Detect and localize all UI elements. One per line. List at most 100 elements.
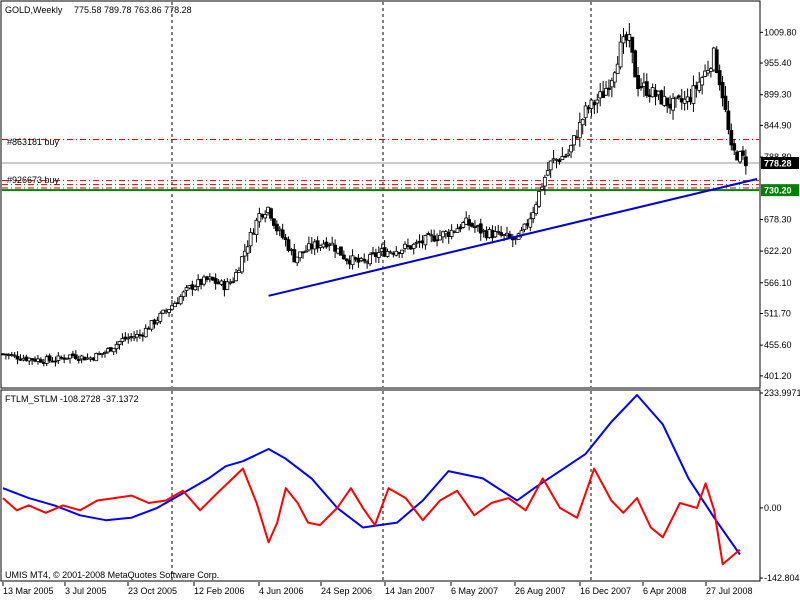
- candle-body: [592, 102, 597, 106]
- candle-body: [720, 81, 725, 99]
- candle-body: [73, 354, 78, 359]
- candle-body: [117, 341, 122, 345]
- candle-body: [618, 41, 623, 68]
- candle-body: [537, 191, 541, 207]
- x-tick-label: 12 Feb 2006: [194, 586, 245, 596]
- candle-body: [633, 50, 638, 78]
- candle-body: [272, 218, 276, 226]
- candle-body: [548, 160, 553, 171]
- candle-body: [167, 309, 171, 313]
- candle-body: [120, 338, 125, 342]
- candle-body: [478, 223, 483, 234]
- candle-body: [741, 150, 745, 156]
- candle-body: [414, 241, 419, 244]
- candle-body: [295, 256, 300, 264]
- candle-body: [248, 232, 253, 247]
- candle-body: [674, 96, 678, 100]
- y-tick-label: 844.90: [764, 120, 792, 130]
- candle-body: [609, 80, 614, 88]
- candle-body: [493, 231, 498, 238]
- order-label-1: #863181 buy: [7, 137, 60, 147]
- x-tick-label: 13 Mar 2005: [3, 586, 54, 596]
- candle-body: [280, 229, 285, 238]
- candle-body: [274, 223, 279, 232]
- candle-body: [263, 214, 268, 219]
- x-tick-label: 27 Jul 2008: [706, 586, 753, 596]
- trendline-group: [268, 178, 758, 297]
- candle-body: [496, 230, 501, 233]
- symbol-label: GOLD,Weekly: [5, 5, 63, 15]
- candle-body: [534, 204, 539, 215]
- candle-body: [717, 70, 722, 86]
- candle-body: [528, 218, 533, 228]
- candle-body: [636, 75, 640, 90]
- candle-body: [676, 95, 681, 98]
- candle-body: [440, 231, 445, 238]
- candle-body: [158, 312, 163, 322]
- candle-body: [178, 296, 183, 305]
- candle-body: [234, 272, 238, 282]
- candle-body: [350, 255, 355, 266]
- candle-body: [726, 110, 731, 130]
- candle-body: [572, 135, 576, 146]
- candle-body: [202, 276, 206, 285]
- candle-body: [53, 360, 58, 363]
- candle-body: [242, 250, 247, 257]
- candle-body: [671, 98, 675, 111]
- candle-body: [639, 86, 643, 89]
- y-tick-label: 566.10: [764, 278, 792, 288]
- x-tick-label: 23 Oct 2005: [128, 586, 177, 596]
- candle-body: [257, 213, 262, 223]
- y-tick-label: 1009.80: [764, 27, 797, 37]
- y-tick-label: 899.30: [764, 90, 792, 100]
- order-lines: [2, 138, 759, 192]
- candle-body: [286, 239, 291, 251]
- price-tag-label: 730.20: [764, 186, 792, 196]
- candle-body: [103, 351, 107, 354]
- trendline: [268, 178, 758, 297]
- candle-body: [540, 186, 544, 190]
- candle-body: [411, 243, 416, 249]
- y2-tick-label: 0.00: [764, 503, 782, 513]
- vertical-gridlines: [171, 2, 592, 580]
- candle-body: [743, 156, 748, 167]
- candle-body: [126, 337, 131, 340]
- candle-body: [76, 359, 81, 361]
- x-tick-label: 16 Dec 2007: [580, 586, 631, 596]
- ohlc-label: 775.58 789.78 763.86 778.28: [74, 5, 192, 15]
- candle-body: [545, 170, 550, 176]
- candle-body: [315, 240, 320, 249]
- candle-body: [426, 233, 431, 235]
- candle-body: [304, 250, 308, 253]
- candle-body: [298, 251, 303, 259]
- price-tag-box: [761, 184, 799, 197]
- indicator-lines: [2, 394, 741, 566]
- candle-body: [15, 355, 20, 360]
- price-tag-box: [761, 157, 799, 170]
- candle-body: [333, 244, 338, 252]
- x-tick-label: 6 Apr 2008: [643, 586, 687, 596]
- candle-body: [225, 281, 230, 290]
- candle-body: [362, 258, 367, 262]
- candle-body: [729, 129, 734, 146]
- candle-body: [595, 99, 600, 104]
- candle-body: [245, 246, 250, 254]
- price-tags: 778.28 730.20: [761, 157, 799, 197]
- candle-body: [254, 219, 259, 236]
- candle-body: [703, 70, 707, 77]
- candle-body: [38, 359, 43, 363]
- candle-body: [341, 254, 346, 260]
- candle-body: [170, 305, 174, 310]
- stlm-line: [2, 394, 741, 556]
- candle-body: [385, 251, 390, 257]
- candle-body: [400, 249, 405, 254]
- candle-body: [231, 280, 236, 283]
- candle-body: [461, 222, 466, 228]
- indicator-axis: 233.9971 0.00 -142.804: [760, 388, 800, 583]
- candle-body: [339, 246, 343, 256]
- y-tick-label: 511.70: [764, 308, 791, 318]
- candle-body: [583, 105, 588, 119]
- y-tick-label: 622.20: [764, 246, 792, 256]
- candle-body: [615, 63, 620, 75]
